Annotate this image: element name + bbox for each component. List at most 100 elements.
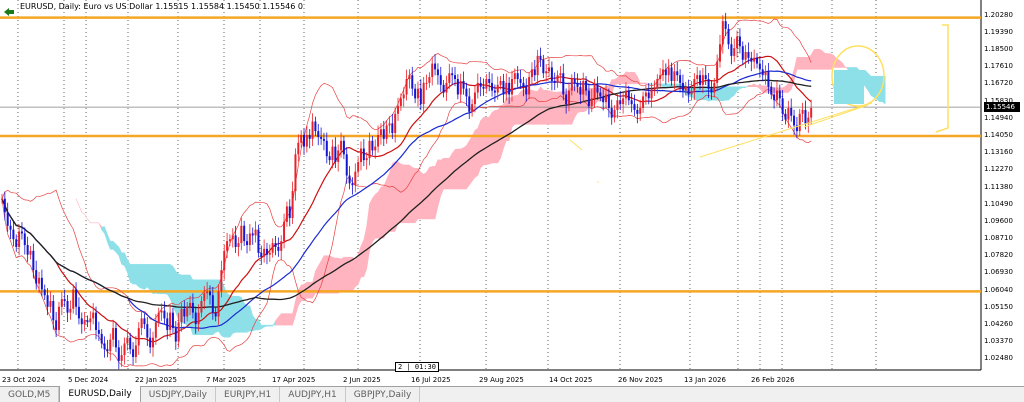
- price-chart[interactable]: [0, 0, 1024, 386]
- cloud-segment: [149, 264, 154, 295]
- candle-body: [265, 248, 268, 255]
- candle-body: [314, 121, 317, 132]
- tab-gbpjpy-daily[interactable]: GBPJPY,Daily: [346, 387, 421, 402]
- candle-body: [442, 84, 445, 93]
- candle-body: [587, 90, 590, 107]
- candle-body: [405, 79, 408, 95]
- candle-body: [681, 82, 684, 91]
- candle-body: [434, 63, 437, 70]
- chart-tabs: GOLD,M5 EURUSD,Daily USDJPY,Daily EURJPY…: [0, 386, 1024, 402]
- candle-body: [246, 241, 249, 246]
- candle-body: [553, 80, 556, 83]
- cloud-segment: [511, 94, 516, 128]
- cloud-segment: [870, 75, 875, 98]
- tab-gold-m5[interactable]: GOLD,M5: [0, 387, 60, 402]
- candle-body: [397, 106, 400, 114]
- candle-body: [539, 55, 542, 60]
- price-tick-label: 1.07820: [984, 251, 1013, 260]
- cloud-segment: [802, 57, 806, 70]
- candle-body: [342, 140, 345, 155]
- candle-body: [439, 75, 442, 85]
- price-tick-label: 1.09600: [984, 216, 1013, 225]
- candle-body: [679, 75, 682, 83]
- candles: [1, 12, 813, 370]
- candle-body: [459, 80, 462, 95]
- cloud-segment: [403, 164, 407, 224]
- candle-body: [371, 140, 374, 151]
- candle-body: [271, 243, 274, 253]
- crosshair-date-label: 2 | 01:30: [395, 362, 439, 372]
- cloud-segment: [554, 91, 558, 125]
- cloud-segment: [639, 82, 644, 85]
- candle-body: [120, 355, 123, 361]
- candle-body: [693, 79, 696, 91]
- cloud-segment: [799, 57, 803, 70]
- tab-eurjpy-h1[interactable]: EURJPY,H1: [216, 387, 281, 402]
- candle-body: [357, 162, 360, 172]
- candle-body: [129, 337, 132, 350]
- cloud-segment: [289, 313, 293, 326]
- tab-usdjpy-daily[interactable]: USDJPY,Daily: [141, 387, 217, 402]
- candle-body: [721, 21, 724, 45]
- candle-body: [593, 84, 596, 99]
- candle-body: [6, 212, 9, 226]
- cloud-segment: [169, 263, 174, 307]
- tab-eurusd-daily[interactable]: EURUSD,Daily: [59, 386, 141, 402]
- candle-body: [667, 67, 670, 76]
- cloud-segment: [372, 193, 376, 243]
- time-tick-label: 22 Jan 2025: [135, 376, 177, 384]
- tab-audjpy-h1[interactable]: AUDJPY,H1: [280, 387, 346, 402]
- candle-body: [699, 75, 702, 85]
- candle-body: [448, 73, 451, 83]
- candle-body: [576, 82, 579, 87]
- cloud-segment: [486, 116, 490, 166]
- candle-body: [795, 125, 798, 132]
- cloud-segment: [722, 86, 726, 102]
- candle-body: [454, 75, 457, 80]
- cloud-segment: [662, 83, 667, 88]
- candle-body: [388, 123, 391, 126]
- candle-body: [288, 206, 291, 219]
- candle-body: [471, 104, 474, 112]
- price-tick-label: 1.12270: [984, 165, 1013, 174]
- cloud-segment: [269, 324, 273, 327]
- cloud-segment: [286, 313, 291, 326]
- cloud-segment: [266, 324, 271, 327]
- candle-body: [650, 88, 653, 99]
- candle-body: [468, 96, 471, 112]
- candle-body: [513, 73, 516, 80]
- price-tick-label: 1.15830: [984, 96, 1013, 105]
- candle-body: [132, 349, 135, 357]
- candle-body: [154, 322, 157, 338]
- candle-body: [49, 301, 52, 307]
- candle-body: [183, 308, 186, 317]
- cloud-segment: [446, 157, 450, 190]
- candle-body: [781, 98, 784, 114]
- trendline-drawing: [803, 104, 869, 128]
- candle-body: [234, 235, 237, 247]
- cloud-segment: [164, 264, 168, 295]
- candle-body: [582, 80, 585, 95]
- candle-body: [237, 243, 240, 247]
- candle-body: [499, 80, 502, 85]
- cloud-segment: [517, 90, 521, 125]
- cloud-segment: [483, 116, 487, 166]
- candle-body: [496, 84, 499, 93]
- candle-body: [297, 142, 300, 155]
- candle-body: [533, 69, 536, 76]
- cloud-segment: [335, 257, 339, 294]
- cloud-segment: [155, 264, 159, 295]
- candle-body: [465, 88, 468, 97]
- candle-body: [231, 235, 234, 240]
- price-tick-label: 1.11380: [984, 182, 1013, 191]
- candle-body: [322, 138, 325, 141]
- candle-body: [676, 71, 679, 76]
- candle-body: [29, 250, 32, 255]
- candle-body: [736, 36, 739, 49]
- candle-body: [462, 80, 465, 89]
- candle-body: [476, 82, 479, 93]
- candle-body: [414, 88, 417, 99]
- candle-body: [622, 98, 625, 105]
- candle-body: [482, 86, 485, 89]
- cloud-segment: [129, 264, 134, 285]
